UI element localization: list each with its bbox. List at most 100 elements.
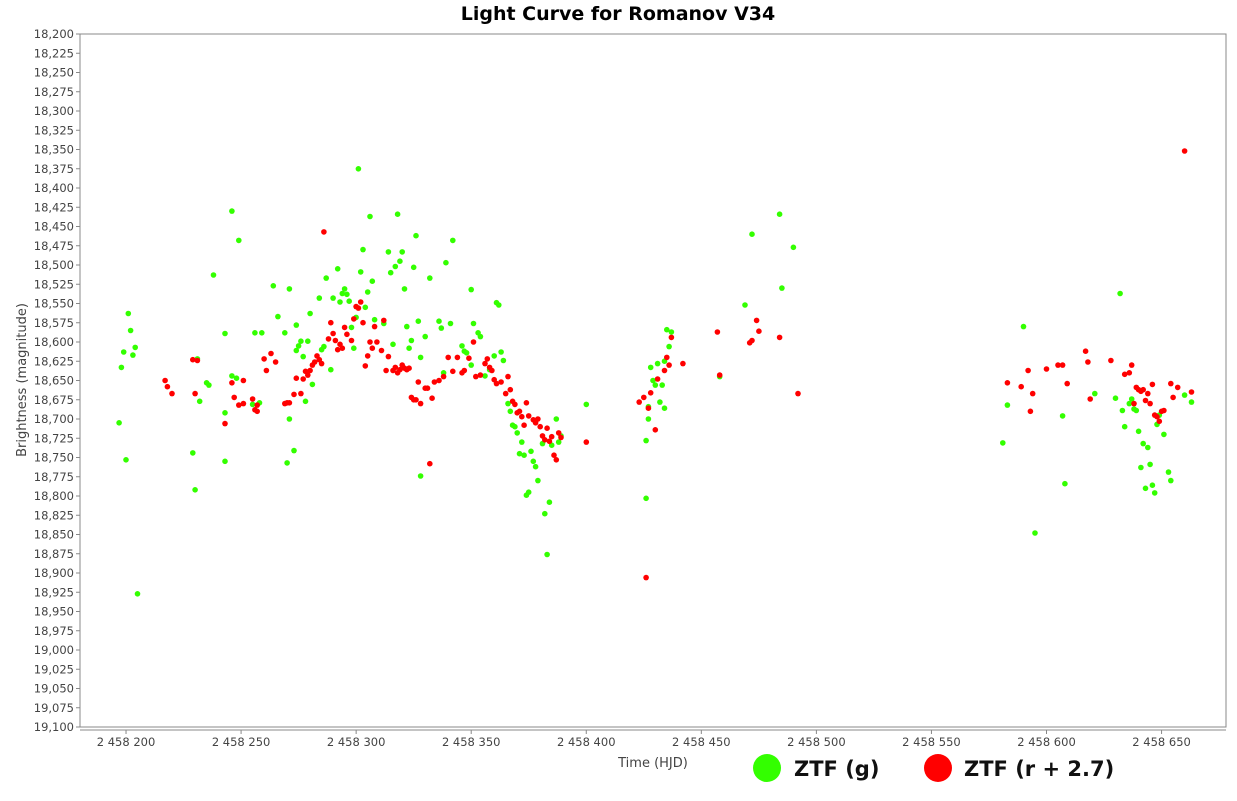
data-point-g xyxy=(468,362,475,368)
data-point-g xyxy=(410,264,417,271)
data-point-g xyxy=(496,302,502,308)
data-point-g xyxy=(125,310,132,317)
data-point-g xyxy=(1119,407,1126,414)
data-point-g xyxy=(417,473,424,479)
data-point-g xyxy=(749,231,755,237)
data-point-r xyxy=(397,366,403,373)
data-point-g xyxy=(286,416,293,422)
data-point-r xyxy=(298,390,304,397)
y-tick-label: 18,950 xyxy=(34,605,74,619)
data-point-g xyxy=(512,423,518,430)
data-point-r xyxy=(364,353,371,359)
data-point-r xyxy=(162,377,168,384)
data-point-r xyxy=(553,457,560,463)
data-point-r xyxy=(652,427,659,433)
data-point-r xyxy=(1085,359,1091,365)
y-tick-label: 18,575 xyxy=(34,316,74,330)
x-axis-label: Time (HJD) xyxy=(617,756,688,771)
data-point-r xyxy=(268,350,274,357)
data-point-r xyxy=(190,356,196,363)
data-point-r xyxy=(362,363,369,369)
data-point-r xyxy=(749,337,755,344)
data-point-r xyxy=(643,574,649,581)
data-point-r xyxy=(473,373,479,380)
data-point-g xyxy=(293,322,300,328)
data-point-r xyxy=(714,329,721,335)
x-tick-label: 2 458 350 xyxy=(442,735,501,749)
chart-title: Light Curve for Romanov V34 xyxy=(461,3,776,25)
y-tick-label: 18,200 xyxy=(34,27,74,41)
data-point-g xyxy=(668,329,675,335)
data-point-r xyxy=(240,377,247,384)
data-point-g xyxy=(291,447,297,454)
y-axis: 18,200 18,225 18,250 18,275 18,300 18,325 18,3… xyxy=(34,27,80,734)
data-point-r xyxy=(348,337,355,344)
data-point-g xyxy=(417,354,424,361)
data-point-g xyxy=(127,327,134,334)
data-point-r xyxy=(378,347,385,354)
data-point-g xyxy=(406,345,412,352)
data-point-g xyxy=(447,320,454,327)
data-point-g xyxy=(408,337,415,344)
data-point-g xyxy=(555,439,562,445)
data-point-g xyxy=(1165,469,1172,475)
data-point-r xyxy=(544,425,550,432)
data-point-r xyxy=(1108,357,1114,364)
data-point-r xyxy=(507,386,514,393)
data-point-r xyxy=(371,323,378,330)
data-point-r xyxy=(466,355,472,362)
data-point-r xyxy=(325,336,332,342)
data-point-g xyxy=(192,487,198,493)
data-point-r xyxy=(1188,389,1195,395)
data-point-r xyxy=(339,345,346,352)
y-tick-label: 18,625 xyxy=(34,354,74,368)
x-tick-label: 2 458 250 xyxy=(212,735,271,749)
data-point-r xyxy=(413,397,419,403)
data-point-r xyxy=(521,422,527,429)
data-point-r xyxy=(1181,148,1188,154)
data-point-r xyxy=(1161,407,1167,414)
data-point-g xyxy=(130,352,136,358)
legend-item-r: ZTF (r + 2.7) xyxy=(924,754,1114,782)
data-point-g xyxy=(305,338,311,345)
data-point-g xyxy=(362,304,369,311)
x-tick-label: 2 458 200 xyxy=(97,735,156,749)
data-point-r xyxy=(1027,408,1034,415)
data-point-g xyxy=(316,295,323,301)
data-point-r xyxy=(332,337,339,344)
data-point-g xyxy=(643,437,649,444)
data-point-r xyxy=(305,372,311,378)
data-point-g xyxy=(470,320,477,327)
data-point-g xyxy=(436,318,442,325)
data-point-g xyxy=(482,373,488,379)
data-point-g xyxy=(1117,290,1123,297)
data-point-r xyxy=(254,402,260,408)
data-point-r xyxy=(318,360,325,367)
y-tick-label: 18,250 xyxy=(34,66,74,80)
data-point-g xyxy=(360,246,366,253)
data-point-g xyxy=(1128,396,1135,402)
data-point-r xyxy=(661,367,668,374)
x-tick-label: 2 458 550 xyxy=(902,735,961,749)
data-point-g xyxy=(357,269,364,275)
data-point-r xyxy=(558,434,564,441)
data-point-g xyxy=(427,275,433,281)
data-point-r xyxy=(1145,390,1151,397)
y-tick-label: 19,100 xyxy=(34,720,74,734)
data-point-g xyxy=(348,324,355,331)
data-point-g xyxy=(742,302,748,308)
data-point-g xyxy=(415,318,422,325)
data-point-g xyxy=(284,460,290,466)
y-tick-label: 18,750 xyxy=(34,451,74,465)
data-point-r xyxy=(1029,390,1036,397)
y-tick-label: 19,000 xyxy=(34,643,74,657)
data-point-r xyxy=(351,316,357,322)
y-tick-label: 18,550 xyxy=(34,297,74,311)
data-point-g xyxy=(438,325,445,331)
data-point-r xyxy=(450,368,456,375)
data-point-r xyxy=(1126,370,1133,376)
data-point-r xyxy=(406,365,412,372)
data-point-g xyxy=(302,398,309,405)
data-point-g xyxy=(367,213,373,220)
x-tick-label: 2 458 500 xyxy=(787,735,846,749)
